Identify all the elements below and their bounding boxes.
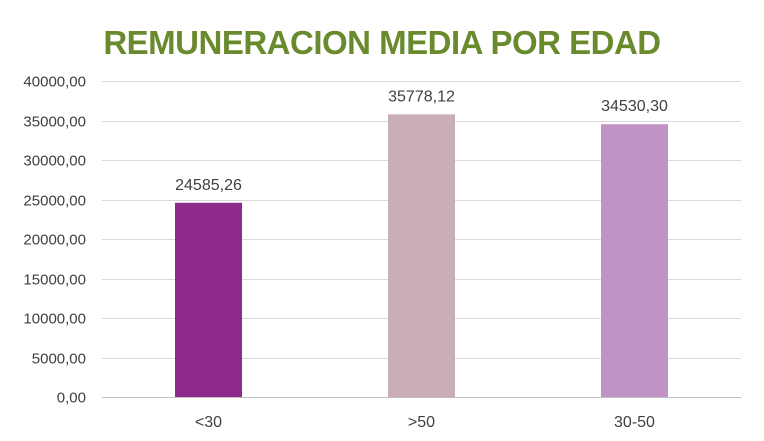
data-label: 35778,12 xyxy=(388,88,455,105)
y-tick-label: 40000,00 xyxy=(23,74,86,91)
y-tick-label: 10000,00 xyxy=(23,311,86,328)
y-tick-label: 35000,00 xyxy=(23,114,86,131)
data-label: 34530,30 xyxy=(601,98,668,115)
y-tick-label: 0,00 xyxy=(57,390,86,407)
chart-title: REMUNERACION MEDIA POR EDAD xyxy=(103,24,661,61)
y-tick-label: 15000,00 xyxy=(23,272,86,289)
y-tick-label: 25000,00 xyxy=(23,193,86,210)
x-tick-label: >50 xyxy=(408,414,435,431)
x-tick-label: <30 xyxy=(195,414,222,431)
y-tick-label: 20000,00 xyxy=(23,232,86,249)
bar xyxy=(388,114,455,398)
y-tick-label: 30000,00 xyxy=(23,153,86,170)
data-label: 24585,26 xyxy=(175,177,242,194)
bar xyxy=(601,124,668,397)
x-tick-label: 30-50 xyxy=(614,414,655,431)
bar xyxy=(175,202,242,397)
y-tick-label: 5000,00 xyxy=(32,351,86,368)
